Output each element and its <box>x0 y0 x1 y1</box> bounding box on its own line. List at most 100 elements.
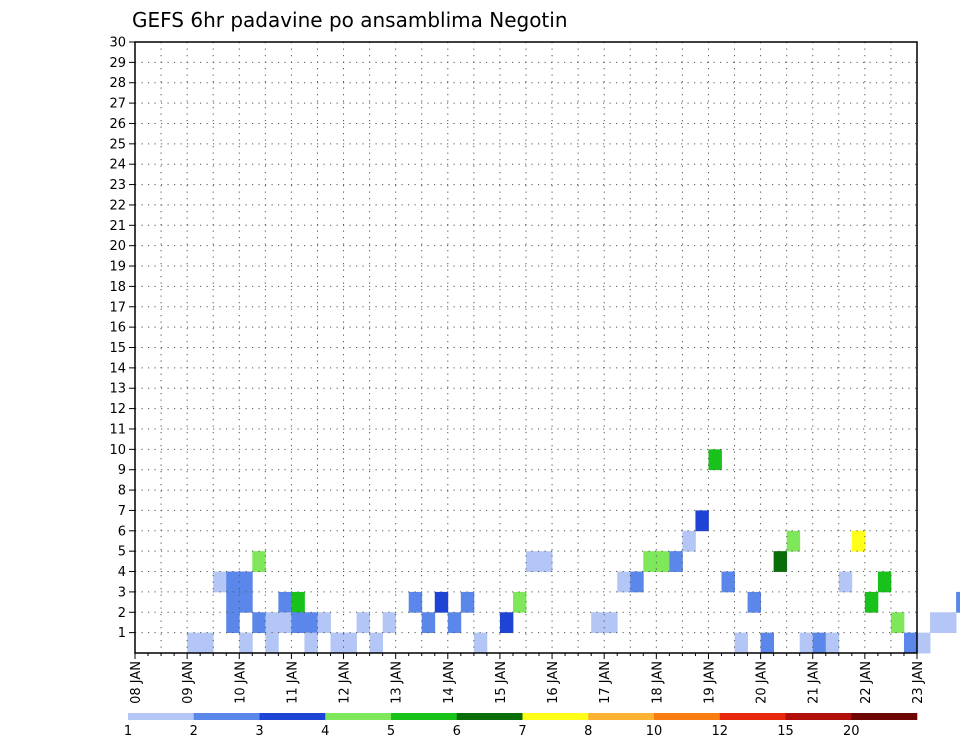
y-tick-label: 13 <box>109 382 126 397</box>
y-tick-label: 21 <box>109 219 126 234</box>
precip-cell <box>890 612 905 634</box>
precip-cell <box>382 612 397 634</box>
y-tick-label: 19 <box>109 260 126 275</box>
colorbar-legend: 1 2 3 4 5 6 7 8 10 12 15 20 <box>124 713 918 739</box>
precip-cell <box>291 591 305 613</box>
precip-cell <box>812 632 827 654</box>
colorbar-label: 20 <box>843 724 860 739</box>
x-tick-label: 22 JAN <box>859 661 874 704</box>
x-tick-label: 23 JAN <box>911 661 926 704</box>
colorbar-label: 7 <box>518 724 526 739</box>
precip-cell <box>421 612 436 634</box>
precip-cell <box>760 632 775 654</box>
y-tick-label: 12 <box>109 402 126 417</box>
precip-cell <box>473 632 488 654</box>
colorbar-swatch <box>522 713 589 720</box>
precip-cell <box>903 632 918 654</box>
colorbar-label: 2 <box>190 724 198 739</box>
colorbar-swatch <box>128 713 195 720</box>
colorbar-swatch <box>456 713 523 720</box>
precip-cell <box>864 591 879 613</box>
precip-cell <box>317 612 331 634</box>
precip-cell <box>265 612 279 634</box>
precip-cell <box>851 530 866 552</box>
y-tick-label: 27 <box>109 97 126 112</box>
precip-cell <box>369 632 384 654</box>
colorbar-label: 4 <box>321 724 329 739</box>
colorbar-label: 6 <box>453 724 461 739</box>
y-tick-label: 4 <box>118 565 126 580</box>
x-tick-label: 20 JAN <box>755 661 770 704</box>
colorbar-swatch <box>719 713 786 720</box>
precip-cell <box>408 591 423 613</box>
y-tick-label: 11 <box>109 422 126 437</box>
precip-cell <box>356 612 370 634</box>
x-tick-label: 11 JAN <box>285 661 300 704</box>
precip-cell <box>252 612 266 634</box>
precip-cell <box>278 591 292 613</box>
y-tick-label: 7 <box>118 504 126 519</box>
colorbar-label: 1 <box>124 724 132 739</box>
colorbar-swatch <box>851 713 918 720</box>
precip-cell <box>747 591 761 613</box>
colorbar-swatch <box>259 713 326 720</box>
precip-cell <box>239 632 253 654</box>
y-tick-label: 25 <box>109 137 126 152</box>
x-tick-label: 17 JAN <box>598 661 613 704</box>
x-axis: 08 JAN 09 JAN 10 JAN 11 JAN 12 JAN 13 JAN 14 J… <box>129 653 926 704</box>
precip-cell <box>304 612 318 634</box>
precip-cell <box>721 571 735 593</box>
y-tick-label: 20 <box>109 239 126 254</box>
precip-cell <box>447 612 462 634</box>
precip-cell <box>278 612 292 634</box>
precip-cell <box>526 551 540 572</box>
y-tick-label: 30 <box>109 36 126 51</box>
precip-cell <box>630 571 644 593</box>
x-tick-label: 15 JAN <box>494 661 509 704</box>
precip-cell <box>330 632 344 654</box>
y-tick-label: 14 <box>109 361 126 376</box>
precip-cell <box>708 449 722 471</box>
colorbar-label: 10 <box>646 724 663 739</box>
precip-cell <box>943 612 957 634</box>
colorbar-label: 12 <box>711 724 728 739</box>
precip-cell <box>499 612 514 634</box>
precip-cell <box>591 612 605 634</box>
y-tick-label: 24 <box>109 158 126 173</box>
precip-cell <box>539 551 553 572</box>
precip-cell <box>226 571 240 593</box>
colorbar-swatch <box>588 713 655 720</box>
y-axis: 1234567891011121314151617181920212223242… <box>109 36 135 641</box>
precip-cell <box>226 591 240 613</box>
y-tick-label: 16 <box>109 321 126 336</box>
precip-cell <box>460 591 475 613</box>
y-tick-label: 26 <box>109 117 126 132</box>
colorbar-label: 15 <box>777 724 794 739</box>
y-tick-label: 10 <box>109 443 126 458</box>
precip-cell <box>434 591 449 613</box>
precip-cell <box>956 591 960 613</box>
precip-cell <box>252 551 266 572</box>
y-tick-label: 23 <box>109 178 126 193</box>
precip-cell <box>643 551 657 572</box>
colorbar-swatch <box>325 713 392 720</box>
precip-cell <box>512 591 527 613</box>
precip-cell <box>930 612 944 634</box>
precip-cell <box>239 591 253 613</box>
precip-cell <box>239 571 253 593</box>
precip-cell <box>617 571 631 593</box>
x-tick-label: 19 JAN <box>702 661 717 704</box>
y-tick-label: 28 <box>109 76 126 91</box>
precip-cell <box>786 530 801 552</box>
colorbar-swatch <box>785 713 852 720</box>
precip-cell <box>265 632 279 654</box>
precip-cell <box>877 571 892 593</box>
precip-cell <box>226 612 240 634</box>
colorbar-label: 3 <box>255 724 263 739</box>
colorbar-swatch <box>391 713 458 720</box>
colorbar-swatch <box>193 713 260 720</box>
precip-cell <box>304 632 318 654</box>
x-tick-label: 21 JAN <box>807 661 822 704</box>
colorbar-label: 8 <box>584 724 592 739</box>
